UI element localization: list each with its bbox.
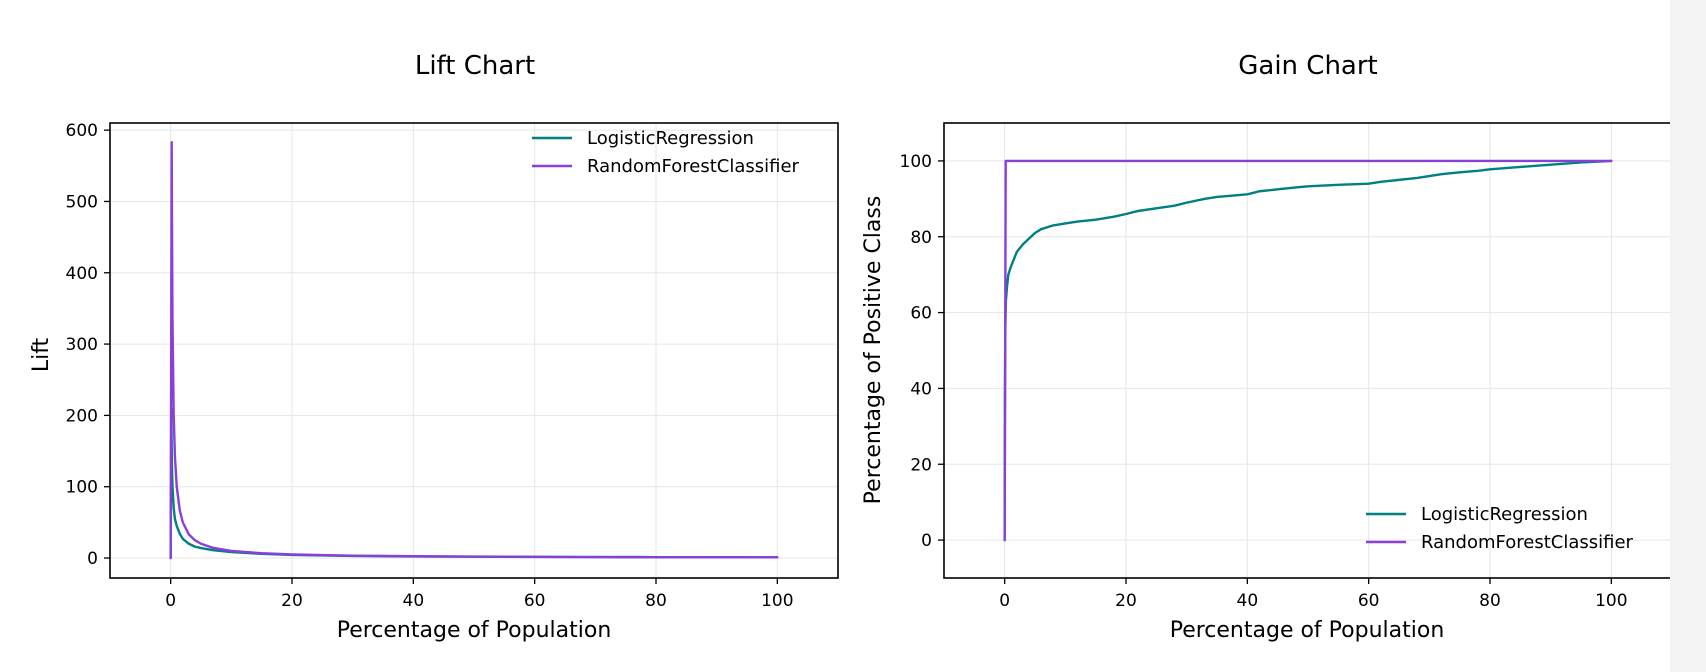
gain-chart-legend-label-logisticregression: LogisticRegression [1421, 504, 1588, 525]
gain-chart-y-tick-label: 40 [910, 379, 932, 399]
lift-chart-plot-area [169, 141, 779, 560]
gain-chart-x-tick-label: 60 [1358, 591, 1380, 611]
gain-chart-panel: Gain Chart Percentage of Population Perc… [861, 51, 1673, 643]
lift-chart-x-tick-label: 100 [761, 591, 793, 611]
lift-chart-x-tick-label: 40 [403, 591, 425, 611]
lift-chart-y-tick-label: 100 [66, 478, 98, 498]
lift-chart-x-tick-label: 20 [281, 591, 303, 611]
lift-chart-legend-label-randomforestclassifier: RandomForestClassifier [587, 156, 800, 177]
gain-chart-x-axis-label: Percentage of Population [1170, 618, 1445, 643]
lift-chart-title: Lift Chart [415, 51, 535, 81]
lift-chart-legend-label-logisticregression: LogisticRegression [587, 128, 754, 149]
gain-chart-y-tick-label: 20 [910, 455, 932, 475]
gain-chart-legend-label-randomforestclassifier: RandomForestClassifier [1421, 532, 1634, 553]
lift-chart-y-tick-label: 200 [66, 406, 98, 426]
lift-chart-y-tick-label: 600 [66, 121, 98, 141]
lift-chart-y-tick-label: 400 [66, 264, 98, 284]
lift-chart-x-tick-label: 80 [645, 591, 667, 611]
gain-chart-title: Gain Chart [1238, 51, 1378, 81]
gain-chart-y-tick-label: 80 [910, 228, 932, 248]
lift-chart-axes-frame [109, 122, 839, 579]
gain-chart-y-axis-label: Percentage of Positive Class [861, 196, 886, 505]
lift-chart-legend: LogisticRegression RandomForestClassifier [532, 128, 800, 177]
gain-chart-legend: LogisticRegression RandomForestClassifier [1366, 504, 1634, 553]
gain-chart-series-randomforestclassifier [1003, 159, 1613, 542]
gain-chart-x-tick-label: 20 [1115, 591, 1137, 611]
gain-chart-x-tick-label: 80 [1479, 591, 1501, 611]
gain-chart-y-tick-label: 0 [921, 531, 932, 551]
lift-chart-x-axis-label: Percentage of Population [337, 618, 612, 643]
lift-chart-grid [110, 123, 838, 578]
gain-chart-x-tick-label: 0 [999, 591, 1010, 611]
lift-chart-y-tick-label: 300 [66, 335, 98, 355]
lift-chart-y-axis-label: Lift [29, 337, 54, 372]
lift-chart-series-randomforestclassifier [169, 141, 779, 560]
gain-chart-x-tick-label: 100 [1595, 591, 1627, 611]
gain-chart-x-tick-label: 40 [1237, 591, 1259, 611]
gain-chart-series-logisticregression [1003, 159, 1613, 542]
gain-chart-ticks: 0 20 40 60 80 100 0 20 40 60 80 100 [900, 152, 1628, 611]
window-edge [1670, 0, 1706, 672]
lift-chart-y-tick-label: 0 [87, 549, 98, 569]
lift-chart-ticks: 0 20 40 60 80 100 0 100 200 300 400 500 600 [66, 121, 794, 611]
gain-chart-y-tick-label: 100 [900, 152, 932, 172]
lift-chart-x-tick-label: 0 [165, 591, 176, 611]
gain-chart-y-tick-label: 60 [910, 304, 932, 324]
lift-chart-panel: Lift Chart Percentage of Population Lift… [29, 51, 839, 643]
lift-chart-y-tick-label: 500 [66, 192, 98, 212]
gain-chart-plot-area [1003, 159, 1613, 542]
lift-chart-x-tick-label: 60 [524, 591, 546, 611]
